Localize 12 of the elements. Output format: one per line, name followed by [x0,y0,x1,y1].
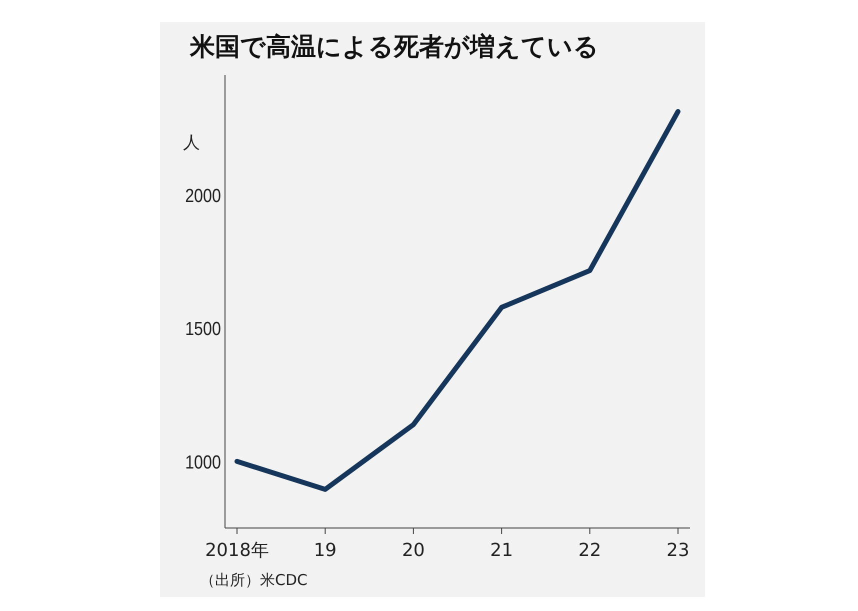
y-tick-label: 1000 [185,451,222,473]
x-tick-label: 19 [314,540,337,561]
x-tick-label: 22 [578,540,602,561]
y-axis-title: 人 [183,133,200,153]
x-tick-label: 21 [490,540,514,561]
y-tick-label: 1500 [185,318,222,340]
text: （出所）米CDC [200,571,308,589]
x-tick-label: 20 [402,540,425,561]
x-tick-label: 2018年 [205,540,269,561]
x-tick-label: 23 [666,540,690,561]
chart-title: 米国で高温による死者が増えている [189,32,599,61]
y-tick-label: 2000 [185,184,222,206]
